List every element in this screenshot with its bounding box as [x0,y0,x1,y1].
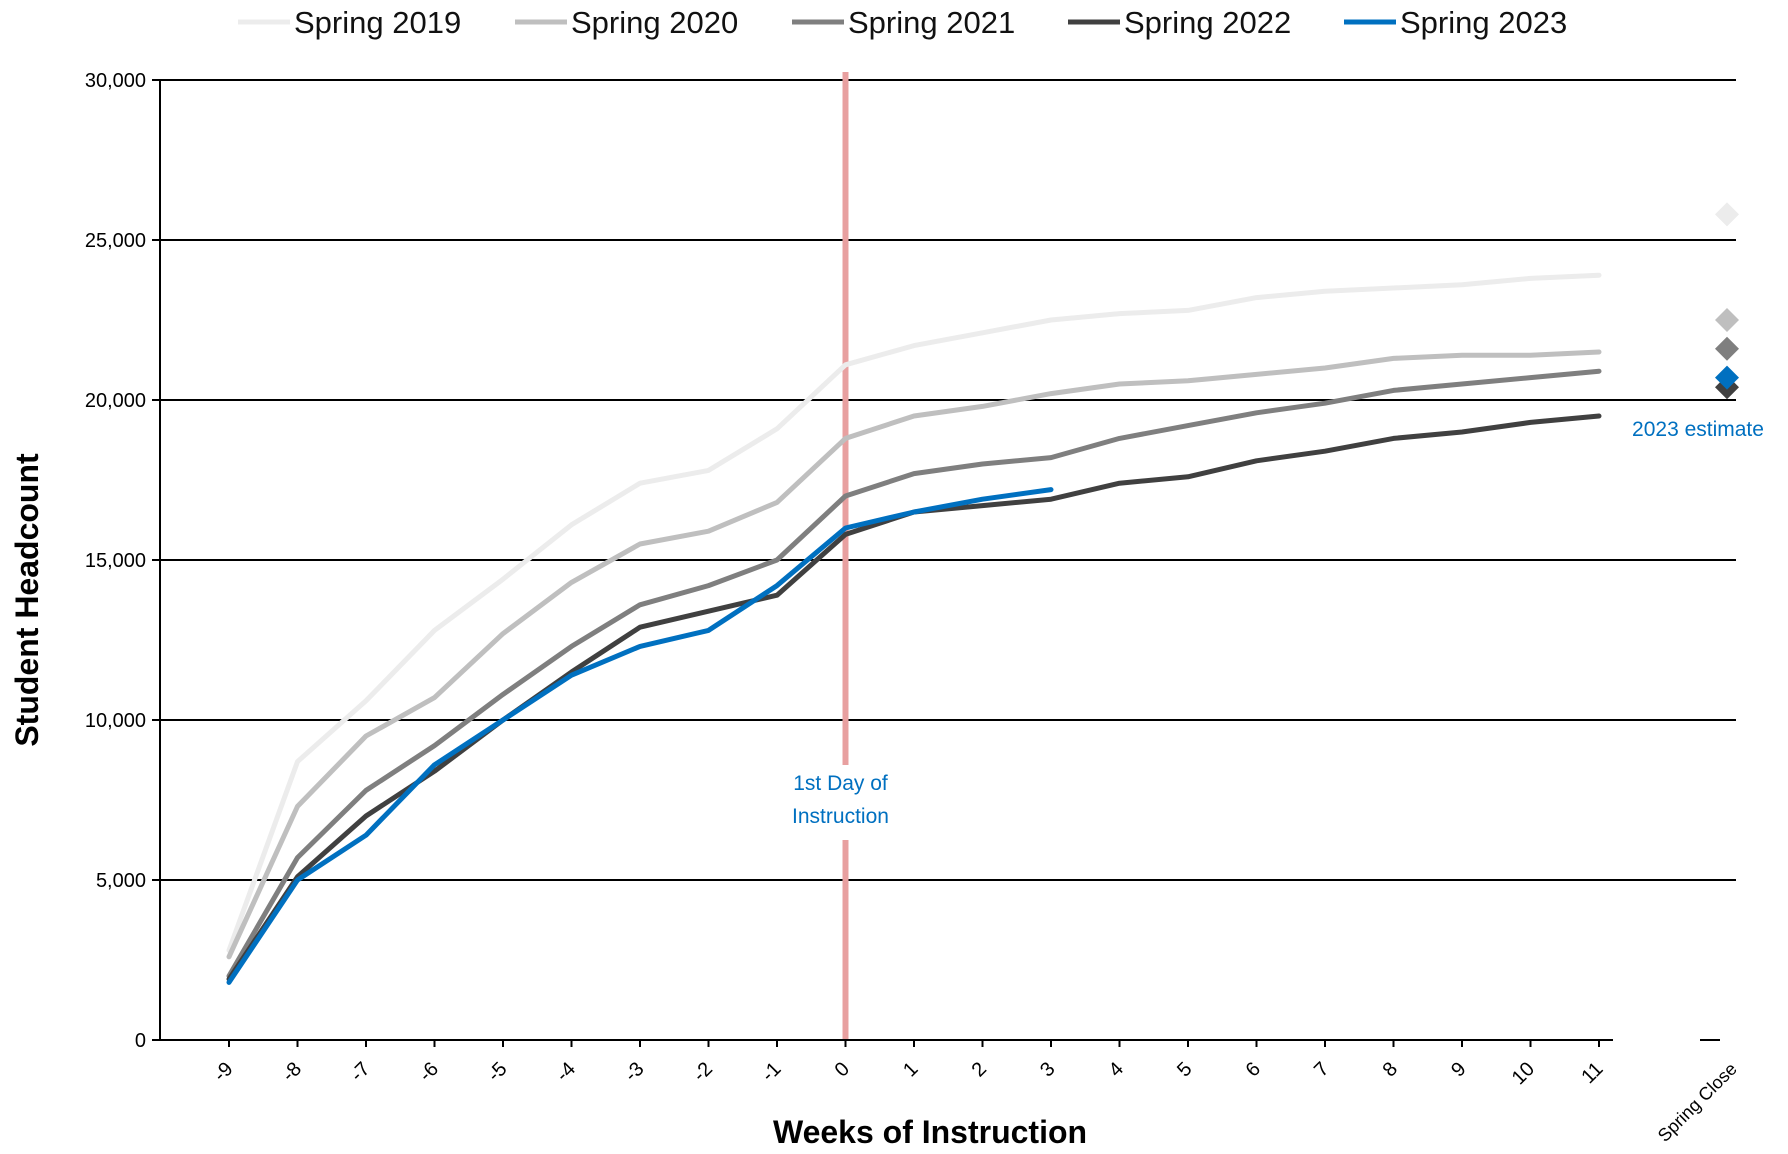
y-axis-title: Student Headcount [9,453,45,747]
x-tick-label-spring-close: Spring Close [1654,1059,1741,1146]
axes: 0 5,000 10,000 15,000 20,000 25,000 30,000 -9 -8… [85,70,1741,1146]
y-tick-label: 25,000 [85,230,146,252]
series-line-spring-2023 [226,487,1054,985]
x-tick-label: -5 [483,1058,511,1086]
x-tick-label: 6 [1242,1058,1265,1081]
legend-label-spring-2020: Spring 2020 [571,5,738,40]
x-tick-label: -8 [278,1058,306,1086]
x-tick-label: 8 [1379,1058,1402,1081]
x-tick-label: 10 [1508,1058,1539,1089]
x-tick-label: 9 [1447,1058,1470,1081]
x-tick-label: -4 [552,1058,580,1086]
close-marker-spring-2023 [1715,365,1739,390]
legend-label-spring-2021: Spring 2021 [848,5,1015,40]
y-tick-label: 15,000 [85,550,146,572]
x-tick-label: 3 [1036,1058,1059,1081]
x-tick-label: -3 [620,1058,648,1086]
series-line-spring-2020 [226,349,1602,960]
y-tick-label: 10,000 [85,710,146,732]
legend: Spring 2019 Spring 2020 Spring 2021 Spring … [238,5,1567,40]
x-tick-label: 0 [831,1058,854,1081]
series-line-spring-2019 [226,272,1602,953]
x-tick-label: 5 [1173,1058,1196,1081]
spring-close-markers [1715,202,1739,400]
x-tick-label: 4 [1105,1058,1128,1081]
y-tick-label: 0 [135,1030,146,1052]
series-line-spring-2021 [226,368,1602,979]
x-tick-label: 11 [1577,1058,1607,1088]
x-tick-label: -2 [689,1058,717,1086]
x-tick-label: 7 [1310,1058,1333,1081]
annotation-instruction: Instruction [792,805,889,828]
x-axis-title: Weeks of Instruction [773,1114,1087,1150]
x-tick-label: -7 [346,1058,374,1086]
y-tick-label: 5,000 [96,870,146,892]
close-marker-spring-2019 [1715,202,1739,227]
legend-label-spring-2023: Spring 2023 [1400,5,1567,40]
close-marker-spring-2021 [1715,336,1739,361]
legend-label-spring-2022: Spring 2022 [1124,5,1291,40]
series-layer [226,272,1602,985]
annotations: 1st Day of Instruction 2023 estimate [792,418,1764,828]
grid-lines [160,79,1736,881]
x-tick-label: -9 [209,1058,237,1086]
x-tick-label: -1 [757,1058,785,1086]
x-tick-label: 1 [899,1058,922,1081]
y-tick-label: 20,000 [85,390,146,412]
x-tick-label: -6 [415,1058,443,1086]
annotation-first-day: 1st Day of [793,772,888,795]
annotation-2023-estimate: 2023 estimate [1632,418,1764,441]
legend-label-spring-2019: Spring 2019 [294,5,461,40]
close-marker-spring-2020 [1715,308,1739,332]
y-tick-label: 30,000 [85,70,146,92]
x-tick-label: 2 [968,1058,991,1081]
